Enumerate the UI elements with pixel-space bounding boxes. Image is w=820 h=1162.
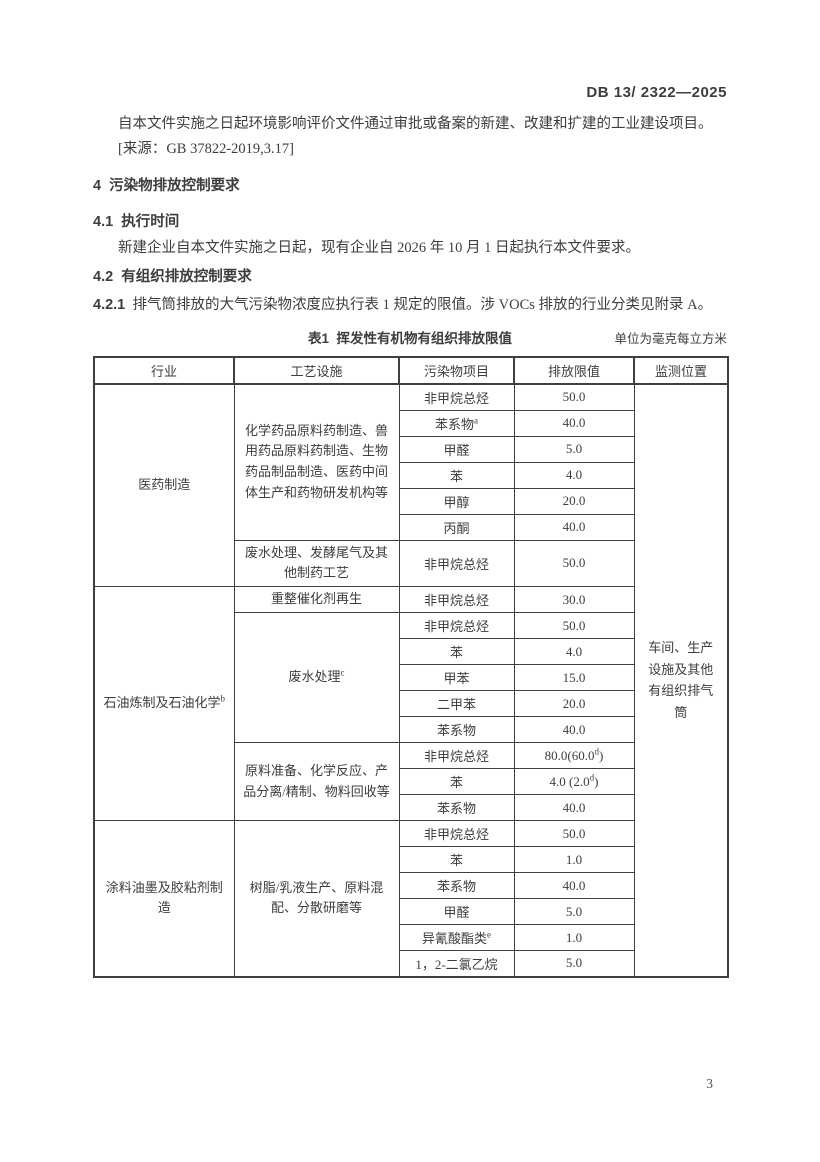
intro-paragraph: 自本文件实施之日起环境影响评价文件通过审批或备案的新建、改建和扩建的工业建设项目… bbox=[118, 112, 732, 162]
limit-cell: 5.0 bbox=[513, 950, 635, 978]
intro-line-1: 自本文件实施之日起环境影响评价文件通过审批或备案的新建、改建和扩建的工业建设项目… bbox=[118, 116, 713, 132]
limit-cell: 30.0 bbox=[513, 586, 635, 614]
col-header-process: 工艺设施 bbox=[233, 356, 400, 385]
col-header-industry: 行业 bbox=[93, 356, 235, 385]
pollutant-cell: 二甲苯 bbox=[398, 690, 515, 718]
table-row: 苯 4.0 bbox=[94, 461, 728, 489]
heading-4-2: 4.2 有组织排放控制要求 bbox=[93, 269, 252, 285]
clause-number: 4.2.1 bbox=[93, 297, 126, 313]
doc-number: DB 13/ 2322—2025 bbox=[586, 84, 727, 101]
pollutant-cell: 苯 bbox=[398, 846, 515, 874]
emission-limits-table: 行业 工艺设施 污染物项目 排放限值 监测位置 医药制造 化学药品原料药制造、兽用… bbox=[93, 356, 729, 978]
unit-note: 单位为毫克每立方米 bbox=[614, 332, 727, 346]
process-cell: 重整催化剂再生 bbox=[233, 586, 400, 614]
pollutant-cell: 苯系物 bbox=[398, 794, 515, 822]
col-header-limit: 排放限值 bbox=[513, 356, 635, 385]
para-4-1: 新建企业自本文件实施之日起，现有企业自 2026 年 10 月 1 日起执行本文… bbox=[118, 240, 640, 256]
pollutant-cell: 苯 bbox=[398, 461, 515, 489]
limits-table-body: 医药制造 化学药品原料药制造、兽用药品原料药制造、生物药品制品制造、医药中间体生产… bbox=[93, 383, 729, 978]
table-row: 涂料油墨及胶粘剂制造 树脂/乳液生产、原料混配、分散研磨等 非甲烷总烃 50.0 bbox=[93, 820, 728, 978]
limit-cell: 15.0 bbox=[513, 664, 635, 692]
limit-cell: 50.0 bbox=[513, 820, 635, 848]
pollutant-cell: 异氰酸酯类e bbox=[398, 924, 515, 952]
footnote-marker: b bbox=[220, 693, 226, 704]
limit-cell: 40.0 bbox=[513, 513, 635, 541]
pollutant-cell: 苯 bbox=[398, 638, 515, 666]
industry-cell: 涂料油墨及胶粘剂制造 bbox=[93, 820, 235, 978]
process-cell: 原料准备、化学反应、产品分离/精制、物料回收等 bbox=[233, 742, 400, 822]
footnote-marker: c bbox=[340, 667, 345, 678]
limit-cell: 40.0 bbox=[513, 409, 635, 437]
table-row: 苯 1.0 bbox=[94, 846, 728, 874]
pollutant-cell: 甲醇 bbox=[398, 487, 515, 515]
table-row: 医药制造 化学药品原料药制造、兽用药品原料药制造、生物药品制品制造、医药中间体生产… bbox=[93, 383, 729, 978]
table-row: 原料准备、化学反应、产品分离/精制、物料回收等 非甲烷总烃 80.0(60.0d) bbox=[94, 742, 728, 822]
table-row: 甲醛 5.0 bbox=[94, 898, 728, 926]
limit-cell: 50.0 bbox=[513, 539, 635, 588]
pollutant-cell: 1，2-二氯乙烷 bbox=[398, 950, 515, 978]
footnote-marker: d bbox=[589, 772, 595, 783]
table-header-row: 行业 工艺设施 污染物项目 排放限值 监测位置 bbox=[93, 356, 729, 385]
footnote-marker: e bbox=[487, 929, 491, 940]
heading-4: 4 污染物排放控制要求 bbox=[93, 178, 240, 194]
process-cell: 废水处理、发酵尾气及其他制药工艺 bbox=[233, 539, 400, 588]
table-row: 丙酮 40.0 bbox=[94, 513, 728, 541]
process-cell: 树脂/乳液生产、原料混配、分散研磨等 bbox=[233, 820, 400, 978]
table-row: 甲醇 20.0 bbox=[94, 487, 728, 515]
table-row: 甲苯 15.0 bbox=[94, 664, 728, 692]
table-row: 苯系物a 40.0 bbox=[94, 409, 728, 437]
col-header-monitoring: 监测位置 bbox=[633, 356, 729, 385]
table-row: 石油炼制及石油化学b 重整催化剂再生 非甲烷总烃 30.0 bbox=[93, 586, 728, 822]
heading-4-1: 4.1 执行时间 bbox=[93, 214, 180, 230]
pollutant-cell: 非甲烷总烃 bbox=[398, 820, 515, 848]
pollutant-cell: 非甲烷总烃 bbox=[398, 539, 515, 588]
footnote-marker: a bbox=[474, 415, 478, 426]
pollutant-cell: 非甲烷总烃 bbox=[398, 612, 515, 640]
pollutant-cell: 丙酮 bbox=[398, 513, 515, 541]
page-number: 3 bbox=[706, 1076, 713, 1091]
limit-cell: 20.0 bbox=[513, 690, 635, 718]
table-row: 苯系物 40.0 bbox=[94, 794, 728, 822]
para-4-2-1: 4.2.1 排气筒排放的大气污染物浓度应执行表 1 规定的限值。涉 VOCs 排… bbox=[93, 293, 729, 314]
process-cell: 化学药品原料药制造、兽用药品原料药制造、生物药品制品制造、医药中间体生产和药物研… bbox=[233, 383, 400, 541]
pollutant-cell: 非甲烷总烃 bbox=[398, 383, 515, 411]
monitoring-cell: 车间、生产设施及其他有组织排气筒 bbox=[633, 383, 729, 978]
pollutant-cell: 苯 bbox=[398, 768, 515, 796]
limit-cell: 4.0 bbox=[513, 638, 635, 666]
col-header-pollutant: 污染物项目 bbox=[398, 356, 515, 385]
table-row: 废水处理、发酵尾气及其他制药工艺 非甲烷总烃 50.0 bbox=[94, 539, 728, 588]
industry-cell: 医药制造 bbox=[93, 383, 235, 588]
limit-cell: 20.0 bbox=[513, 487, 635, 515]
limit-cell: 5.0 bbox=[513, 435, 635, 463]
pollutant-cell: 苯系物 bbox=[398, 872, 515, 900]
limit-cell: 40.0 bbox=[513, 872, 635, 900]
table-caption: 表1 挥发性有机物有组织排放限值 单位为毫克每立方米 bbox=[93, 327, 727, 347]
table-row: 1，2-二氯乙烷 5.0 bbox=[94, 950, 728, 978]
pollutant-cell: 非甲烷总烃 bbox=[398, 742, 515, 770]
pollutant-cell: 苯系物a bbox=[398, 409, 515, 437]
limit-cell: 4.0 bbox=[513, 461, 635, 489]
pollutant-cell: 非甲烷总烃 bbox=[398, 586, 515, 614]
footnote-marker: d bbox=[594, 746, 600, 757]
process-cell: 废水处理c bbox=[233, 612, 400, 744]
limit-cell: 50.0 bbox=[513, 383, 635, 411]
table-row: 异氰酸酯类e 1.0 bbox=[94, 924, 728, 952]
industry-cell: 石油炼制及石油化学b bbox=[93, 586, 235, 822]
limit-cell: 40.0 bbox=[513, 716, 635, 744]
limit-cell: 4.0 (2.0d) bbox=[513, 768, 635, 796]
limit-cell: 1.0 bbox=[513, 924, 635, 952]
pollutant-cell: 甲苯 bbox=[398, 664, 515, 692]
limit-cell: 40.0 bbox=[513, 794, 635, 822]
pollutant-cell: 苯系物 bbox=[398, 716, 515, 744]
clause-text: 排气筒排放的大气污染物浓度应执行表 1 规定的限值。涉 VOCs 排放的行业分类… bbox=[132, 297, 713, 313]
pollutant-cell: 甲醛 bbox=[398, 435, 515, 463]
limit-cell: 1.0 bbox=[513, 846, 635, 874]
intro-line-2: [来源：GB 37822-2019,3.17] bbox=[118, 141, 295, 157]
limit-cell: 80.0(60.0d) bbox=[513, 742, 635, 770]
limit-cell: 5.0 bbox=[513, 898, 635, 926]
pollutant-cell: 甲醛 bbox=[398, 898, 515, 926]
limit-cell: 50.0 bbox=[513, 612, 635, 640]
table-title: 表1 挥发性有机物有组织排放限值 bbox=[307, 331, 512, 346]
